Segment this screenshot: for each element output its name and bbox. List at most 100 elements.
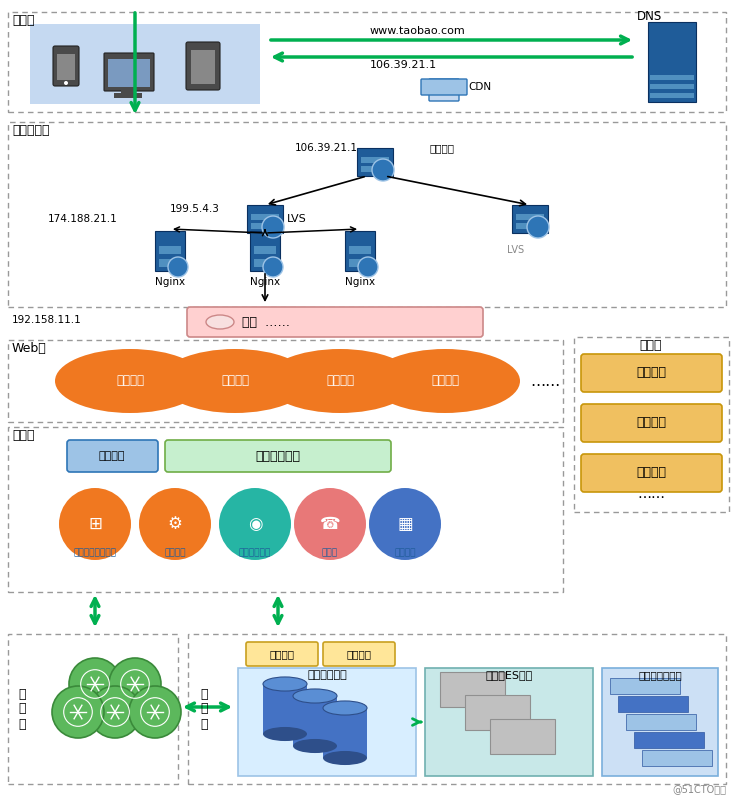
Bar (250, 231, 280, 271)
Text: 数据切分: 数据切分 (346, 649, 371, 659)
Bar (618, 696, 688, 712)
Text: 服务调用框架: 服务调用框架 (255, 449, 300, 463)
Text: ⊞: ⊞ (88, 515, 102, 533)
Bar (642, 750, 712, 766)
Circle shape (89, 686, 141, 738)
Circle shape (109, 658, 161, 710)
Bar (516, 223, 544, 229)
Text: 反向代理层: 反向代理层 (12, 124, 49, 137)
Text: @51CTO博客: @51CTO博客 (672, 784, 726, 794)
Circle shape (263, 257, 283, 277)
Text: 106.39.21.1: 106.39.21.1 (370, 60, 437, 70)
FancyBboxPatch shape (581, 454, 722, 492)
Bar (254, 259, 276, 267)
Text: Nginx: Nginx (345, 277, 375, 287)
Text: ☎: ☎ (319, 515, 341, 533)
FancyBboxPatch shape (581, 354, 722, 392)
Text: 硬件负载: 硬件负载 (430, 143, 455, 153)
Bar (345, 231, 375, 271)
Text: 测试平台: 测试平台 (636, 416, 666, 430)
Text: 199.5.4.3: 199.5.4.3 (170, 204, 220, 214)
Bar (512, 205, 548, 233)
Text: 支付服务: 支付服务 (326, 375, 354, 387)
Bar (251, 223, 279, 229)
Ellipse shape (370, 349, 520, 413)
Text: 读写分离: 读写分离 (269, 649, 294, 659)
Bar (425, 668, 593, 776)
Bar (349, 259, 371, 267)
Text: LVS: LVS (507, 245, 525, 255)
Text: CDN: CDN (468, 82, 491, 92)
Bar (610, 678, 680, 694)
Bar (602, 668, 718, 776)
Text: Nginx: Nginx (155, 277, 185, 287)
Ellipse shape (219, 488, 291, 560)
Ellipse shape (293, 739, 337, 753)
Bar (159, 246, 181, 254)
Ellipse shape (55, 349, 205, 413)
Bar (650, 75, 694, 80)
Bar (188, 634, 726, 784)
Circle shape (262, 216, 284, 238)
Bar (263, 684, 307, 734)
Text: LVS: LVS (287, 214, 307, 224)
FancyBboxPatch shape (246, 642, 318, 666)
Bar (114, 93, 142, 98)
Ellipse shape (139, 488, 211, 560)
Bar (323, 708, 367, 758)
FancyBboxPatch shape (165, 440, 391, 472)
FancyBboxPatch shape (53, 46, 79, 86)
Text: 分布式ES集群: 分布式ES集群 (485, 670, 533, 680)
Circle shape (52, 686, 104, 738)
Bar (254, 246, 276, 254)
Text: 订单服务: 订单服务 (221, 375, 249, 387)
Circle shape (372, 159, 394, 181)
Ellipse shape (263, 727, 307, 741)
Text: DNS: DNS (637, 10, 663, 23)
FancyBboxPatch shape (421, 79, 467, 95)
Bar (108, 59, 150, 87)
Text: 服务链路追踪: 服务链路追踪 (239, 548, 271, 557)
Bar (357, 148, 393, 176)
Bar (465, 695, 530, 730)
Bar (516, 214, 544, 220)
Text: ▦: ▦ (397, 515, 413, 533)
Text: 服务中心: 服务中心 (164, 548, 186, 557)
FancyBboxPatch shape (581, 404, 722, 442)
Text: 集群  ……: 集群 …… (242, 315, 290, 329)
Text: 174.188.21.1: 174.188.21.1 (48, 214, 117, 224)
FancyBboxPatch shape (187, 307, 483, 337)
Bar (293, 696, 337, 746)
Text: Nginx: Nginx (250, 277, 280, 287)
Text: 熍断器: 熍断器 (322, 548, 338, 557)
Bar (191, 50, 215, 84)
Bar (8, 634, 178, 784)
Bar (8, 427, 563, 592)
Circle shape (129, 686, 181, 738)
Bar (159, 259, 181, 267)
Bar (30, 24, 260, 104)
Text: ……: …… (637, 487, 665, 501)
Circle shape (168, 257, 188, 277)
Text: 物流服务: 物流服务 (431, 375, 459, 387)
Bar (57, 54, 75, 80)
FancyBboxPatch shape (104, 53, 154, 91)
Ellipse shape (323, 701, 367, 715)
Bar (121, 89, 135, 94)
Bar (8, 122, 726, 307)
FancyBboxPatch shape (429, 79, 459, 101)
Text: 网络层: 网络层 (12, 14, 34, 27)
FancyBboxPatch shape (186, 42, 220, 90)
Ellipse shape (323, 751, 367, 765)
Ellipse shape (263, 677, 307, 691)
Bar (440, 672, 505, 707)
Text: 192.158.11.1: 192.158.11.1 (12, 315, 81, 325)
Ellipse shape (293, 689, 337, 703)
Ellipse shape (206, 315, 234, 329)
Bar (650, 84, 694, 89)
Text: ……: …… (530, 374, 560, 388)
Bar (349, 246, 371, 254)
Bar (238, 668, 416, 776)
Circle shape (358, 257, 378, 277)
Text: ◉: ◉ (248, 515, 262, 533)
